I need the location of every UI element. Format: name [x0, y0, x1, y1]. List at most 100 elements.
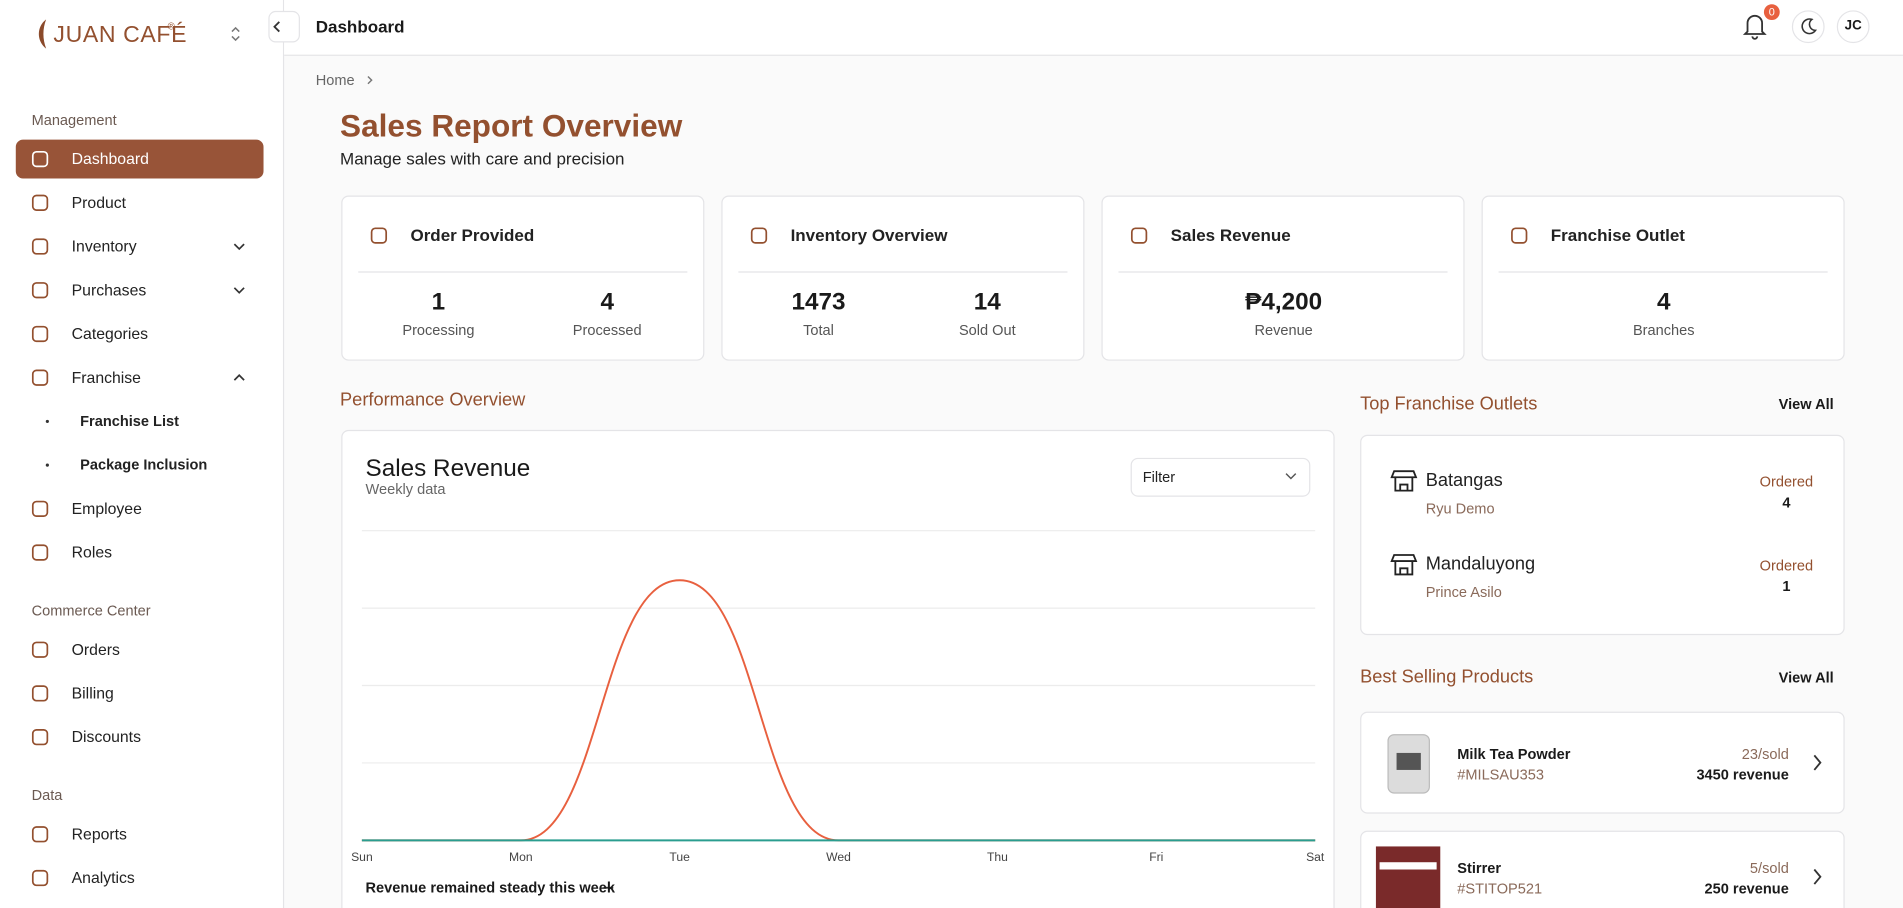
nav-item[interactable]: Dashboard	[71, 149, 149, 168]
product-image-label	[1396, 752, 1421, 770]
nav-subitem[interactable]: Package Inclusion	[80, 456, 208, 474]
icon	[1511, 227, 1528, 244]
moon-icon	[1801, 18, 1818, 35]
collapse-button[interactable]	[268, 10, 300, 43]
nav-subitem[interactable]: Franchise List	[80, 412, 179, 430]
card-title: Inventory Overview	[790, 225, 948, 245]
outlet-count: 4	[1782, 494, 1791, 512]
product-name: Milk Tea Powder	[1457, 745, 1571, 763]
header-title: Dashboard	[315, 16, 405, 36]
nav-item[interactable]: Product	[71, 193, 127, 212]
outlet-name: Batangas	[1425, 469, 1503, 491]
icon	[31, 685, 49, 702]
collapse-icon	[273, 21, 280, 33]
x-tick-label: Sun	[351, 851, 373, 865]
nav-item[interactable]: Discounts	[71, 727, 141, 746]
brand-mark: ®	[167, 20, 175, 32]
product-revenue: 250 revenue	[1704, 880, 1789, 898]
icon	[31, 325, 49, 343]
x-tick-label: Tue	[669, 851, 690, 865]
stat-label: Processing	[402, 321, 475, 339]
product-code: #MILSAU353	[1457, 766, 1544, 784]
stat-card	[721, 195, 1085, 361]
stat-label: Branches	[1632, 321, 1695, 339]
outlet-owner: Ryu Demo	[1425, 500, 1495, 518]
view-all[interactable]: View All	[1778, 668, 1834, 686]
filter-select[interactable]	[1130, 457, 1311, 497]
icon	[1130, 227, 1148, 244]
stat-value: 1473	[791, 289, 846, 316]
switcher-icon	[231, 26, 240, 42]
stat-value: 1	[431, 289, 446, 316]
nav-chevron	[233, 287, 245, 294]
card-title: Franchise Outlet	[1550, 225, 1685, 245]
icon	[31, 544, 49, 561]
product-chevron	[1813, 754, 1822, 771]
nav-item[interactable]: Roles	[71, 543, 113, 562]
avatar[interactable]	[1836, 10, 1870, 44]
nav-item[interactable]: Inventory	[71, 237, 137, 256]
filter-chevron	[1285, 473, 1297, 480]
x-tick-label: Fri	[1149, 851, 1164, 865]
card-title: Order Provided	[410, 225, 535, 245]
nav-chevron	[233, 243, 245, 251]
outlet-status: Ordered	[1759, 557, 1814, 575]
logo-icon	[38, 19, 47, 49]
chart-footer: Revenue remained steady this week	[365, 878, 616, 896]
bullet	[45, 419, 49, 423]
icon	[31, 282, 49, 299]
filter-label[interactable]: Filter	[1142, 468, 1176, 486]
bell-icon	[1742, 14, 1767, 40]
nav-item[interactable]: Franchise	[71, 368, 141, 387]
card-title: Sales Revenue	[1170, 225, 1291, 245]
outlet-owner: Prince Asilo	[1425, 583, 1502, 601]
product-revenue: 3450 revenue	[1696, 766, 1789, 784]
icon	[31, 826, 49, 843]
theme-button[interactable]	[1791, 10, 1825, 44]
icon	[31, 194, 49, 211]
series-line	[361, 579, 1316, 842]
notification-count: 0	[1768, 5, 1775, 18]
section-title: Top Franchise Outlets	[1360, 393, 1538, 415]
breadcrumb[interactable]: Home	[315, 71, 355, 89]
stat-label: Processed	[572, 321, 642, 339]
section-title: Best Selling Products	[1360, 666, 1534, 688]
bullet	[45, 463, 49, 467]
nav-item[interactable]: Orders	[71, 640, 120, 659]
outlet-name: Mandaluyong	[1425, 553, 1536, 575]
icon	[31, 869, 49, 887]
stat-card	[1481, 195, 1845, 361]
icon	[31, 238, 49, 255]
stat-value: 14	[973, 289, 1001, 316]
stat-value: ₱4,200	[1245, 289, 1323, 316]
stat-card	[1101, 195, 1465, 361]
nav-item[interactable]: Categories	[71, 324, 149, 343]
view-all[interactable]: View All	[1778, 395, 1834, 413]
nav-item[interactable]: Billing	[71, 683, 114, 703]
stat-label: Sold Out	[958, 321, 1016, 339]
store-icon	[1390, 470, 1418, 492]
nav-section-label: Management	[31, 111, 117, 129]
product-chevron	[1813, 868, 1822, 885]
chart-card	[341, 429, 1335, 908]
nav-item[interactable]: Reports	[71, 824, 127, 844]
icon	[370, 227, 388, 244]
topbar	[284, 0, 1903, 56]
nav-item[interactable]: Purchases	[71, 280, 147, 299]
product-card[interactable]	[1360, 830, 1845, 908]
nav-active[interactable]	[15, 139, 264, 179]
product-card[interactable]	[1360, 711, 1845, 814]
nav-section-label: Data	[31, 786, 63, 804]
stat-card	[341, 195, 705, 361]
nav-section-label: Commerce Center	[31, 602, 151, 620]
page-subtitle: Manage sales with care and precision	[340, 148, 625, 169]
stat-label: Total	[803, 321, 834, 339]
icon	[31, 500, 49, 517]
icon	[31, 729, 49, 746]
icon	[31, 150, 49, 168]
nav-item[interactable]: Employee	[71, 499, 142, 518]
nav-item[interactable]: Analytics	[71, 868, 135, 887]
store-icon	[1390, 554, 1418, 576]
